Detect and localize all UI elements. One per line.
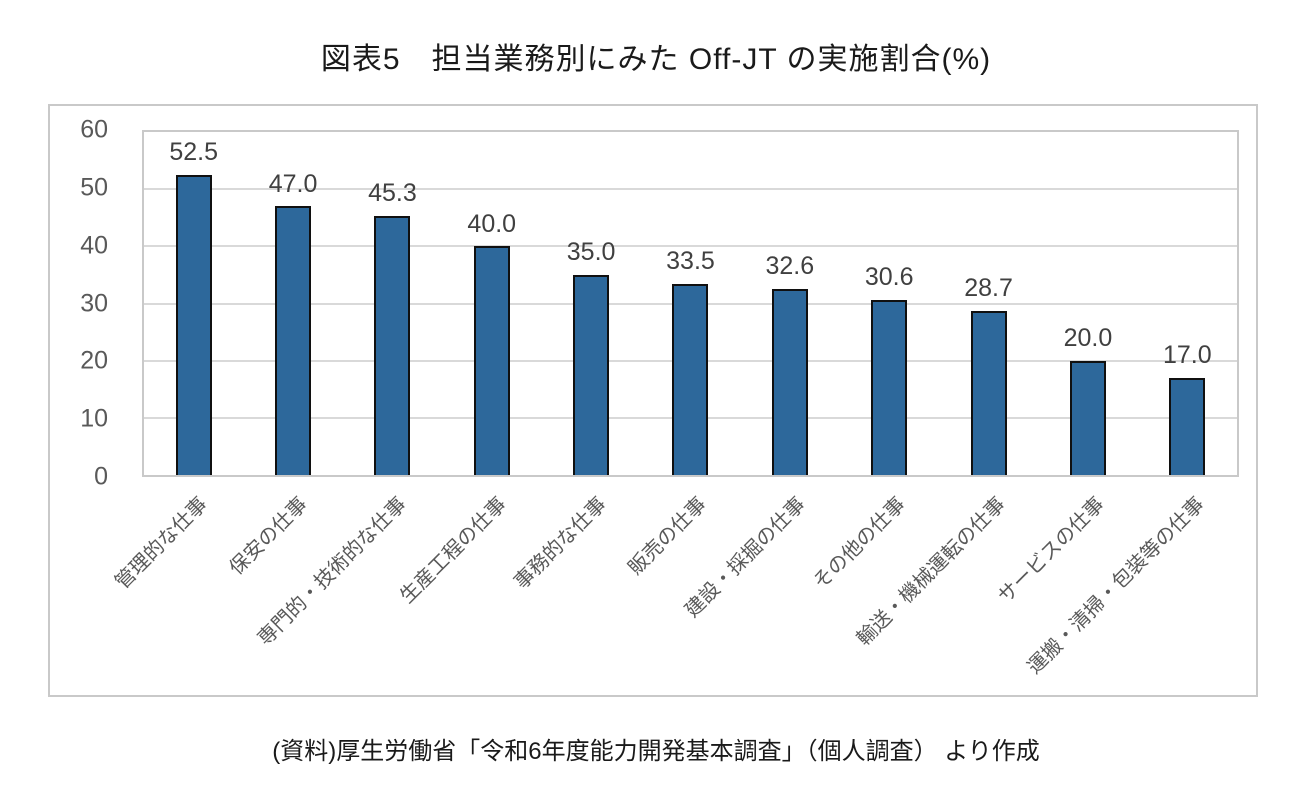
source-note: (資料)厚生労働省「令和6年度能力開発基本調査」（個人調査） より作成: [272, 738, 1040, 765]
chart-title: 図表5 担当業務別にみた Off-JT の実施割合(%): [320, 43, 992, 76]
chart-container: 0 10 20 30 40 50 60 52.5 47.0 45.3 40.0 35.0 33.5 32…: [48, 104, 1258, 697]
bar: [175, 174, 212, 475]
gridline: [144, 188, 1237, 191]
bar-column: 52.5: [144, 132, 243, 475]
bar-value-label: 40.0: [467, 209, 517, 238]
bar: [573, 274, 610, 475]
x-category-label: 管理的な仕事: [111, 493, 212, 594]
bar-value-label: 45.3: [368, 179, 417, 208]
y-tick-label: 40: [80, 231, 108, 260]
bar-series: 52.5 47.0 45.3 40.0 35.0 33.5 32.6 30.6 28.7 20.0…: [144, 132, 1237, 475]
plot-area: 52.5 47.0 45.3 40.0 35.0 33.5 32.6 30.6 28.7 20.0…: [142, 130, 1239, 477]
bar-value-label: 35.0: [566, 238, 616, 267]
y-tick-label: 50: [80, 173, 108, 202]
x-category-label: 販売の仕事: [624, 493, 711, 580]
bar-column: 35.0: [541, 132, 640, 475]
bar-value-label: 52.5: [169, 138, 219, 167]
y-tick-label: 20: [80, 346, 108, 375]
bar-column: 40.0: [442, 132, 541, 475]
bar: [275, 206, 312, 475]
bar-column: 33.5: [641, 132, 740, 475]
bar-column: 32.6: [740, 132, 839, 475]
x-category-label: その他の仕事: [809, 493, 910, 594]
bar-column: 30.6: [840, 132, 939, 475]
bar-value-label: 47.0: [268, 169, 318, 198]
bar: [771, 288, 808, 475]
bar-value-label: 17.0: [1162, 341, 1212, 370]
bar-value-label: 33.5: [666, 246, 715, 275]
bar: [871, 300, 908, 475]
x-category-label: 生産工程の仕事: [396, 493, 511, 608]
bar-column: 28.7: [939, 132, 1038, 475]
bar: [1069, 360, 1106, 475]
bar-column: 20.0: [1038, 132, 1137, 475]
bar: [1169, 377, 1206, 475]
bar: [374, 216, 411, 475]
bar: [473, 246, 510, 475]
bar-value-label: 32.6: [765, 251, 815, 280]
x-category-label: 保安の仕事: [225, 493, 312, 580]
gridline: [144, 245, 1237, 248]
x-category-label: 運搬・清掃・包装等の仕事: [1023, 493, 1209, 679]
x-axis: 管理的な仕事 保安の仕事 専門的・技術的な仕事 生産工程の仕事 事務的な仕事 販売の仕事建…: [111, 489, 1239, 695]
bar: [672, 283, 709, 475]
y-tick-label: 10: [80, 404, 108, 433]
bar-value-label: 30.6: [864, 263, 914, 292]
bar-column: 17.0: [1138, 132, 1237, 475]
bar: [970, 310, 1007, 475]
x-category-label: 事務的な仕事: [510, 493, 611, 594]
bar-column: 47.0: [243, 132, 342, 475]
bar-value-label: 28.7: [964, 274, 1013, 303]
y-tick-label: 60: [80, 115, 108, 144]
y-axis: 0 10 20 30 40 50 60: [50, 116, 142, 491]
bar-value-label: 20.0: [1063, 323, 1113, 352]
y-tick-label: 30: [80, 289, 108, 317]
y-tick-label: 0: [94, 462, 108, 491]
bar-column: 45.3: [343, 132, 442, 475]
